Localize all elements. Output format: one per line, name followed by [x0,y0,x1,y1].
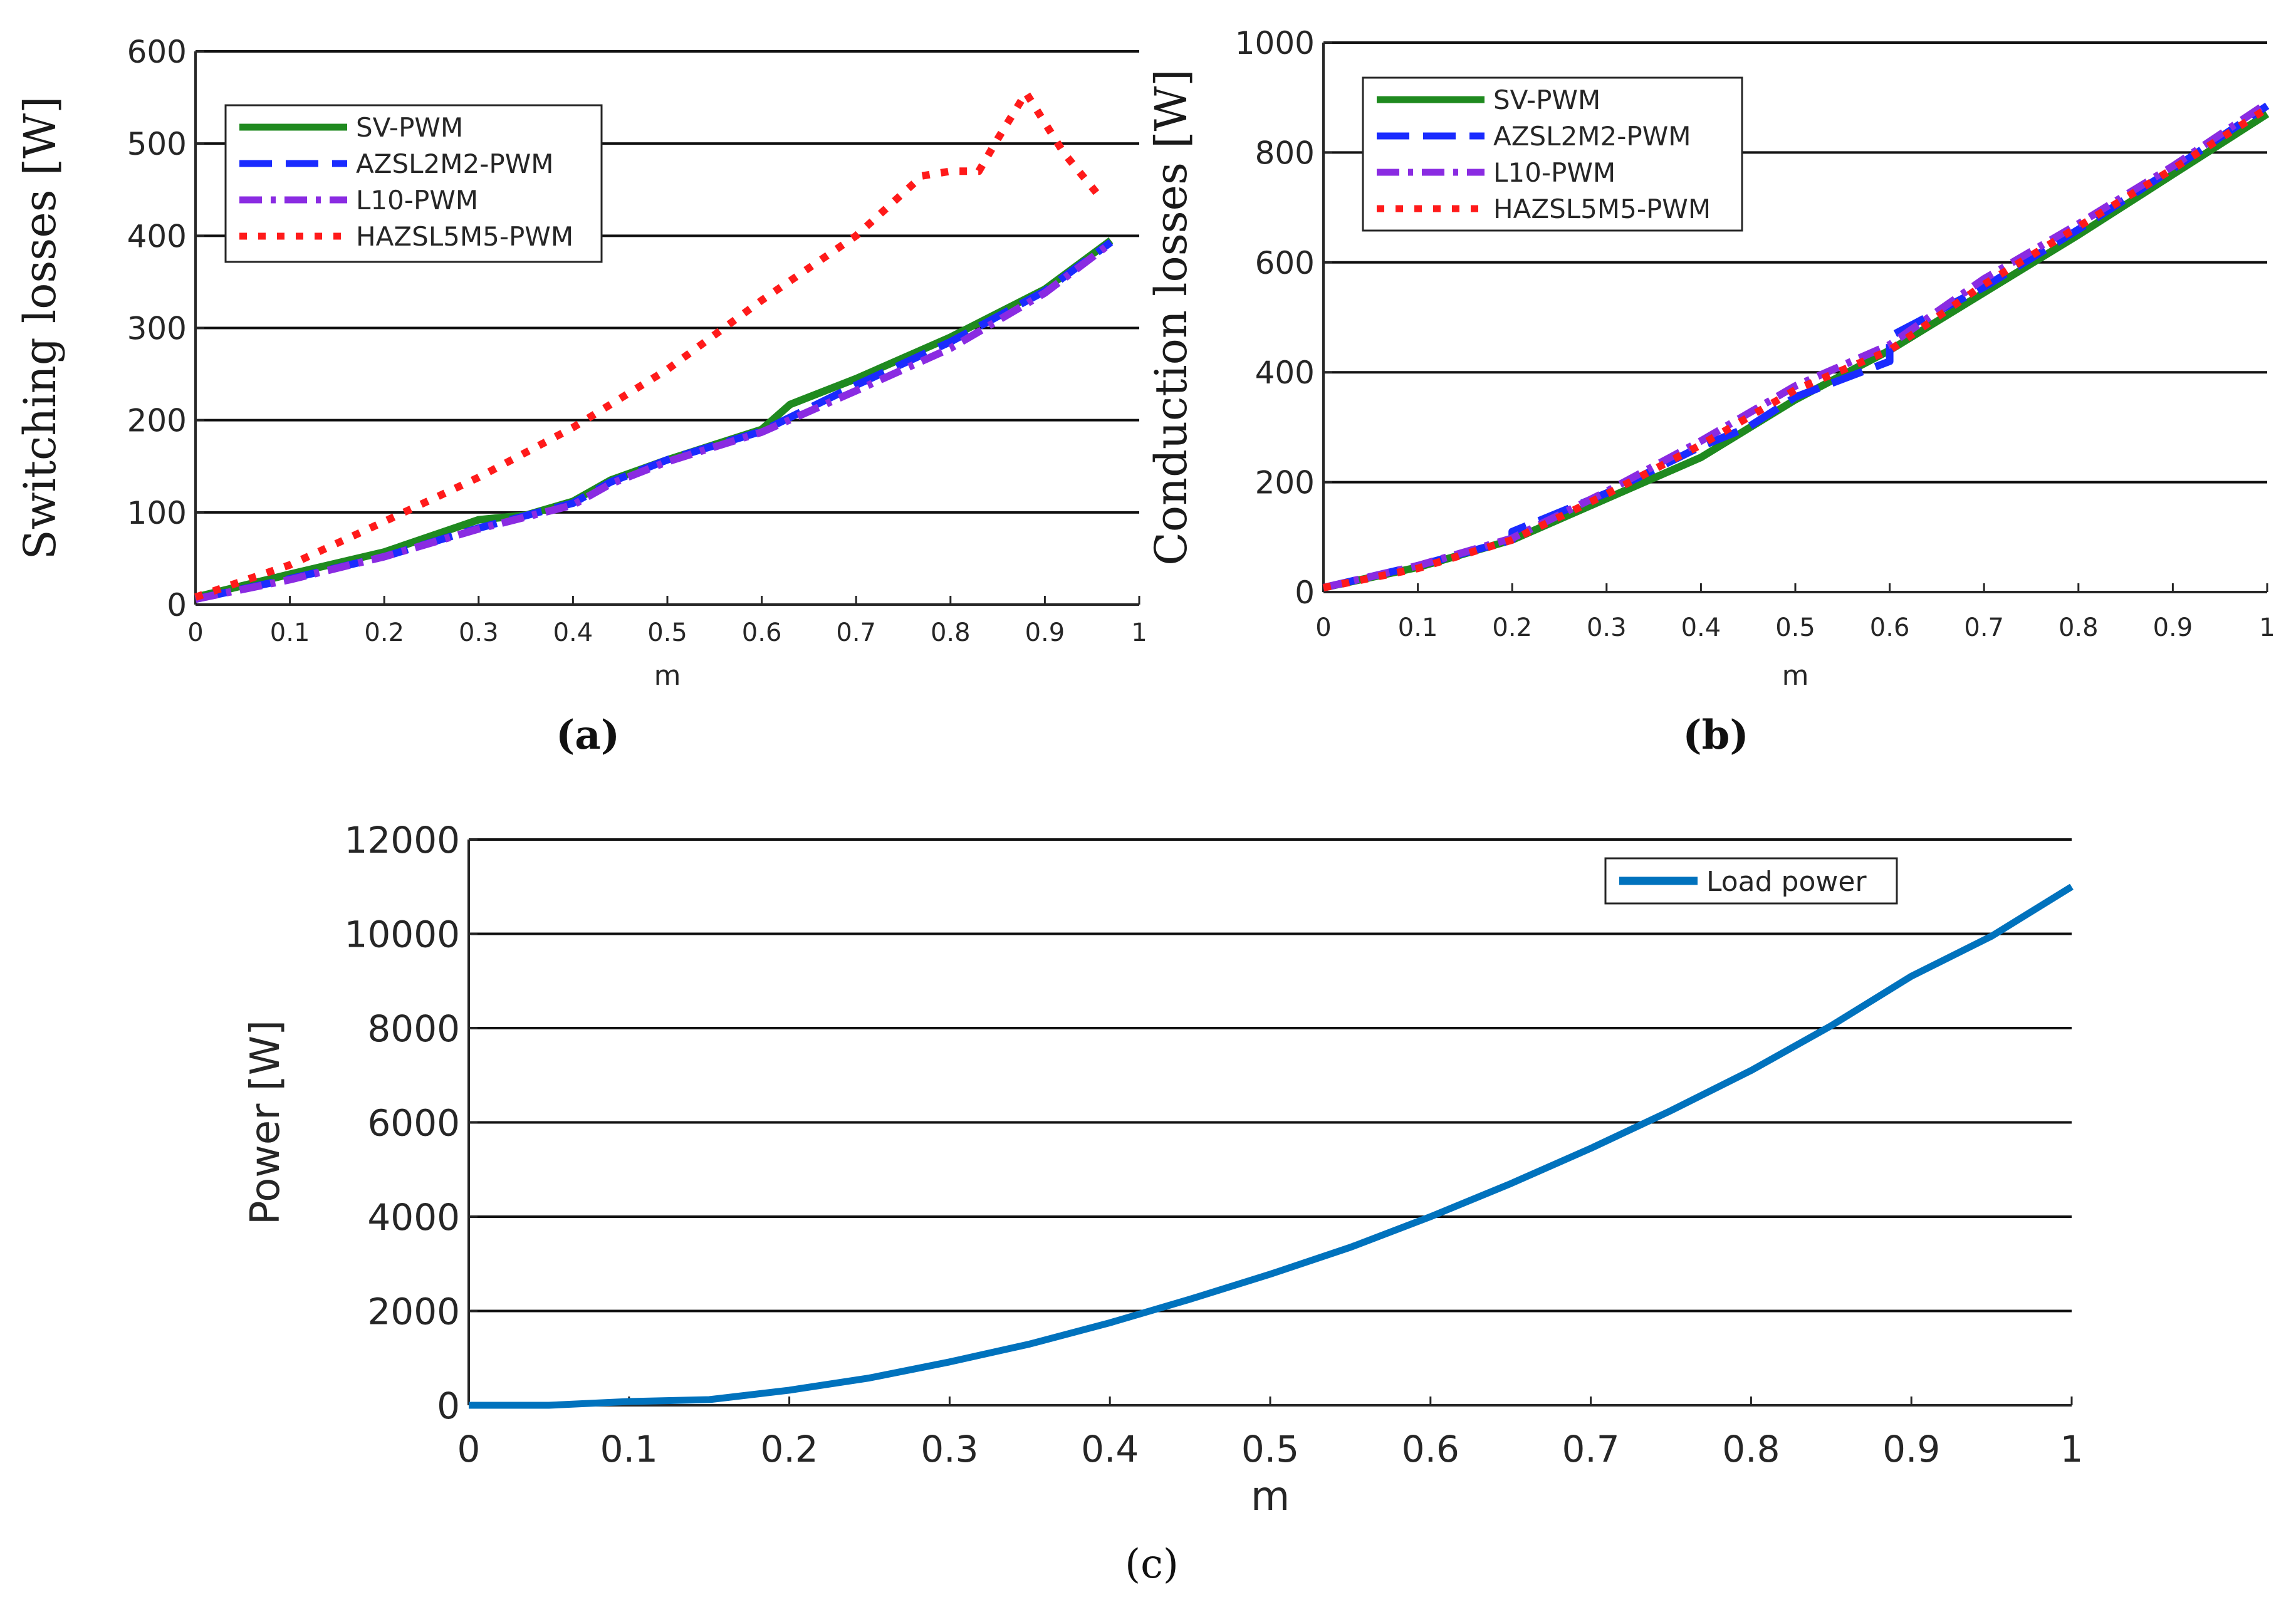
series-line-load-power [469,883,2074,1409]
y-tick-label: 200 [1255,465,1315,501]
x-tick-label: 0.4 [553,618,593,647]
x-tick-label: 0.6 [1870,613,1910,642]
x-tick-label: 0.8 [931,618,971,647]
series-line-l10-pwm [1322,100,2270,591]
x-tick-label: 0.2 [1492,613,1532,642]
legend-label: SV-PWM [356,112,463,143]
x-tick-label: 0.9 [1025,618,1065,647]
x-tick-label: 0.8 [2059,613,2099,642]
y-axis-title: Switching losses [W] [14,96,66,560]
legend-label: AZSL2M2-PWM [356,148,554,179]
y-tick-label: 500 [127,126,187,162]
y-tick-label: 600 [1255,245,1315,281]
legend: Load power [1604,857,1898,905]
x-tick-label: 0.7 [1964,613,2004,642]
series-line-azsl2m2-pwm [194,239,1114,603]
legend: SV-PWM AZSL2M2-PWM L10-PWM HAZSL5M5-PWM [224,104,603,263]
x-tick-label: 0.2 [364,618,404,647]
x-axis-title: m [1251,1474,1290,1520]
x-tick-label: 0 [187,618,203,647]
x-tick-label: 0.3 [1587,613,1627,642]
x-tick-label: 1 [1131,618,1147,647]
y-tick-label: 200 [127,403,187,439]
figure-caption: (c) [1125,1541,1179,1588]
x-tick-label: 0.3 [921,1428,978,1470]
x-tick-label: 0 [457,1428,481,1470]
x-tick-label: 0.2 [760,1428,818,1470]
y-tick-label: 12000 [344,819,460,861]
y-tick-label: 2000 [367,1290,460,1333]
y-axis-title: Power [W] [243,1020,289,1225]
x-tick-label: 0.8 [1722,1428,1780,1470]
x-tick-label: 0.3 [459,618,499,647]
y-tick-label: 800 [1255,135,1315,171]
x-axis-title: m [1782,660,1809,692]
x-tick-label: 0.1 [1398,613,1438,642]
y-tick-label: 1000 [1235,25,1315,61]
legend: SV-PWM AZSL2M2-PWM L10-PWM HAZSL5M5-PWM [1362,76,1743,232]
y-tick-label: 0 [167,587,187,623]
chart-c-load-power: 0 2000 4000 6000 8000 10000 12000 0 0.1 0.2 0.3 0.4… [243,819,2083,1588]
figure-caption: (a) [556,712,620,759]
legend-label: SV-PWM [1493,85,1600,115]
x-tick-label: 0.6 [1402,1428,1459,1470]
y-tick-label: 8000 [367,1007,460,1050]
x-tick-label: 0.4 [1681,613,1721,642]
x-tick-label: 0.9 [2153,613,2193,642]
legend-box [224,104,603,263]
y-tick-label: 0 [437,1385,460,1427]
x-tick-label: 0.4 [1081,1428,1139,1470]
x-tick-label: 0.5 [1241,1428,1299,1470]
chart-b-conduction-losses: 0 200 400 600 800 1000 0 0.1 0.2 0.3 0.4 0.5 0.6 0.7 0… [1145,25,2275,759]
y-tick-label: 600 [127,34,187,70]
x-tick-label: 0.7 [836,618,876,647]
x-tick-label: 0.6 [742,618,782,647]
series-line-hazsl5m5-pwm [194,89,1105,601]
x-tick-label: 0.7 [1562,1428,1619,1470]
y-tick-label: 100 [127,495,187,531]
x-tick-label: 0.5 [1775,613,1815,642]
legend-label: L10-PWM [356,185,478,216]
y-tick-label: 400 [1255,355,1315,391]
y-axis-title: Conduction losses [W] [1145,69,1197,565]
legend-label: AZSL2M2-PWM [1493,121,1691,152]
legend-label: Load power [1706,866,1867,898]
y-tick-label: 400 [127,218,187,254]
y-tick-label: 4000 [367,1196,460,1239]
x-tick-label: 0.5 [647,618,687,647]
chart-a-switching-losses: 0 100 200 300 400 500 600 0 0.1 0.2 0.3 0.4 0.5 0.6 0.… [14,34,1147,759]
x-tick-label: 0.1 [270,618,310,647]
x-tick-label: 0.1 [600,1428,658,1470]
y-tick-label: 0 [1295,575,1315,611]
series-line-l10-pwm [194,240,1114,603]
figure-caption: (b) [1683,712,1748,759]
y-tick-label: 300 [127,311,187,347]
legend-label: HAZSL5M5-PWM [356,221,573,252]
x-tick-label: 0 [1315,613,1331,642]
x-axis-title: m [654,660,681,692]
legend-label: HAZSL5M5-PWM [1493,194,1711,224]
x-tick-label: 1 [2259,613,2275,642]
x-tick-label: 0.9 [1882,1428,1940,1470]
y-tick-label: 10000 [344,913,460,955]
legend-label: L10-PWM [1493,157,1615,188]
series-line-sv-pwm [194,237,1114,601]
x-tick-label: 1 [2060,1428,2084,1470]
legend-box [1362,76,1743,232]
y-tick-label: 6000 [367,1101,460,1144]
